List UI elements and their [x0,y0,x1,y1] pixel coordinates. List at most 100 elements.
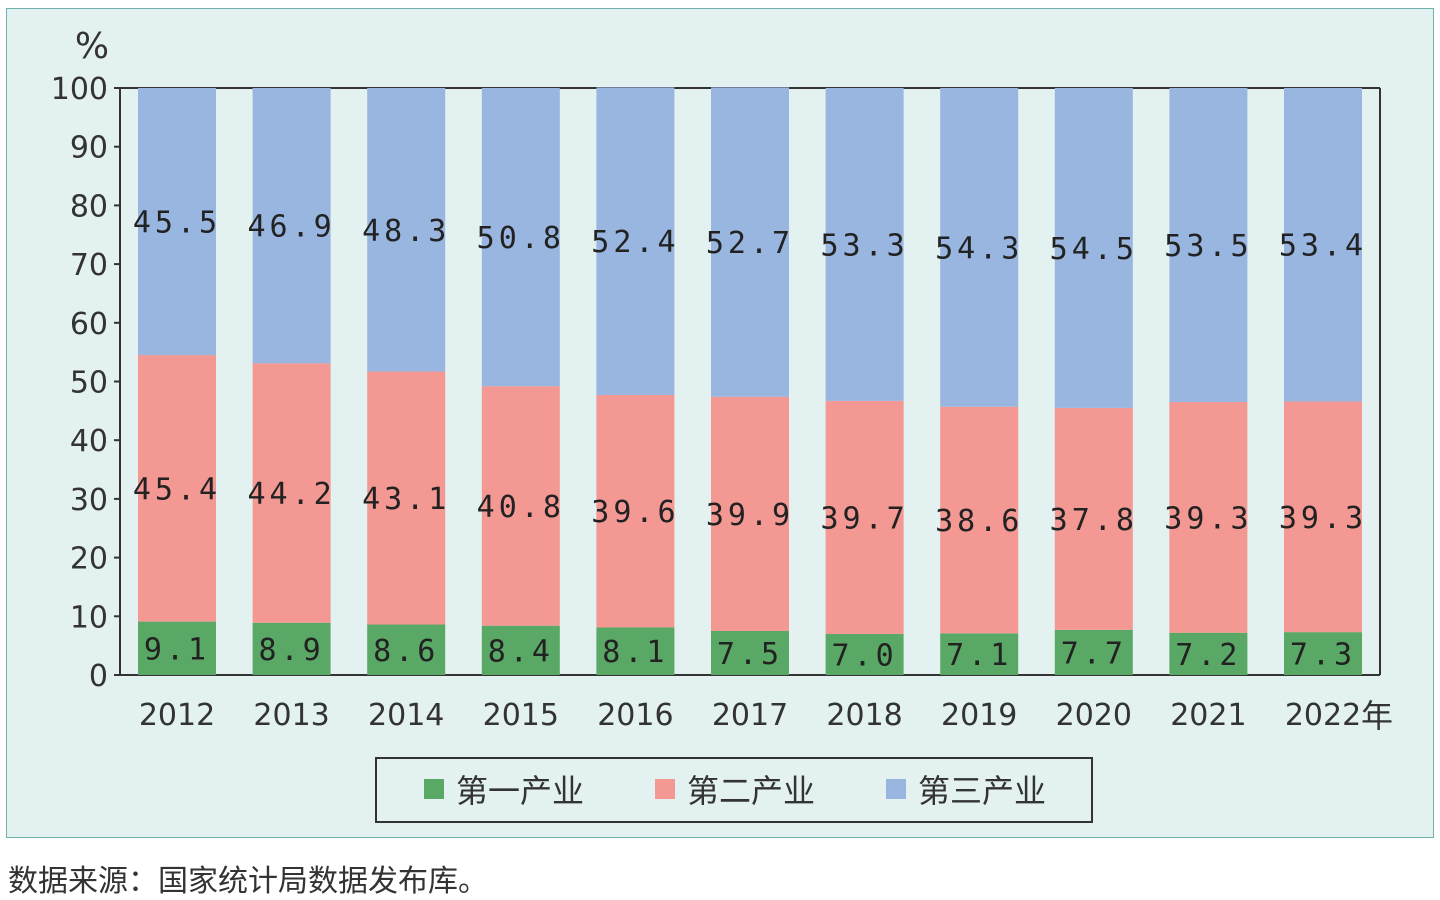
data-label: 39.9 [706,498,794,533]
bar-segment [1054,407,1133,630]
bar-segment [825,400,904,634]
data-label: 7.3 [1290,638,1356,673]
data-label: 54.3 [935,231,1023,266]
data-label: 53.5 [1164,229,1252,264]
x-tick-label: 2018 [826,698,902,733]
y-tick-label: 30 [70,483,108,518]
data-label: 9.1 [144,632,210,667]
x-tick-label: 2014 [368,698,444,733]
y-tick-label: 20 [70,542,108,577]
data-label: 39.3 [1279,501,1367,536]
bar-segment [138,355,216,622]
bar-segment [596,627,675,675]
bar-segment [481,625,560,675]
data-label: 38.6 [935,504,1023,539]
bar-segment [940,633,1019,675]
data-label: 39.7 [820,501,908,536]
bar-segment [711,87,789,397]
data-label: 8.6 [373,634,439,669]
bar-segment [1054,629,1133,675]
x-tick-label: 2019 [941,698,1017,733]
data-label: 44.2 [247,477,335,512]
legend-label: 第一产业 [456,772,584,810]
data-label: 43.1 [362,482,450,517]
y-tick-label: 100 [51,72,108,107]
bars: 9.1 45.4 45.5 2012 8.9 44.2 46.9 2013 8.6 43.1 48.… [133,87,1393,735]
x-tick-label: 2017 [712,698,788,733]
bar-segment [711,396,789,631]
y-tick-label: 60 [70,307,108,342]
data-label: 39.6 [591,495,679,530]
data-label: 45.5 [133,206,221,241]
bar-segment [1169,88,1248,403]
data-label: 7.0 [832,638,898,673]
data-label: 54.5 [1050,232,1138,267]
bar-segment [1169,402,1248,633]
legend-label: 第二产业 [687,772,815,810]
legend-swatch [424,779,444,799]
bar-segment [367,371,446,625]
legend-label: 第三产业 [918,772,1046,810]
bar-segment [1284,88,1362,402]
data-label: 8.9 [259,633,325,668]
y-tick-label: 80 [70,189,108,224]
source-note: 数据来源：国家统计局数据发布库。 [8,864,488,899]
bar-segment [252,622,331,675]
data-label: 53.4 [1279,229,1367,264]
bar-segment [252,88,331,364]
x-tick-label: 2021 [1170,698,1246,733]
data-label: 53.3 [820,228,908,263]
data-label: 39.3 [1164,501,1252,536]
bar-segment [596,395,675,628]
data-label: 52.4 [591,225,679,260]
x-tick-label: 2015 [483,698,559,733]
y-tick-label: 70 [70,248,108,283]
data-label: 48.3 [362,214,450,249]
bar-segment [367,624,446,675]
bar-segment [138,88,216,356]
data-label: 50.8 [477,221,565,256]
bar-segment [825,633,904,675]
data-label: 7.2 [1175,638,1241,673]
y-tick-label: 0 [89,659,108,694]
bar-segment [252,363,331,623]
y-tick-label: 10 [70,600,108,635]
y-tick-label: 50 [70,366,108,401]
bar-segment [1284,632,1362,675]
data-label: 52.7 [706,226,794,261]
bar-segment [1169,632,1248,675]
bar-segment [1054,88,1133,408]
bar-segment [138,621,216,675]
data-label: 7.5 [717,637,783,672]
bar-segment [825,88,904,401]
x-tick-label: 2016 [597,698,673,733]
data-label: 8.1 [602,635,668,670]
data-label: 40.8 [477,490,565,525]
data-label: 45.4 [133,472,221,507]
legend-box [375,757,1093,823]
legend-swatch [655,779,675,799]
y-tick-label: 40 [70,424,108,459]
data-label: 46.9 [247,210,335,245]
data-label: 37.8 [1050,503,1138,538]
data-label: 7.7 [1061,636,1127,671]
x-tick-label: 2012 [139,698,215,733]
data-label: 7.1 [946,638,1012,673]
bar-segment [596,87,675,396]
data-label: 8.4 [488,634,554,669]
x-tick-label: 2022 [1285,698,1361,733]
y-tick-label: 90 [70,131,108,166]
x-tick-label: 2013 [253,698,329,733]
bar-segment [367,88,446,372]
bar-segment [481,88,560,387]
bar-segment [940,406,1019,634]
bar-segment [711,630,789,675]
y-unit-label: % [75,26,109,67]
bar-segment [1284,401,1362,633]
legend: 第一产业 第二产业 第三产业 [375,757,1093,823]
bar-segment [940,88,1019,407]
x-unit-suffix: 年 [1361,697,1393,735]
bar-segment [481,386,560,626]
legend-swatch [886,779,906,799]
